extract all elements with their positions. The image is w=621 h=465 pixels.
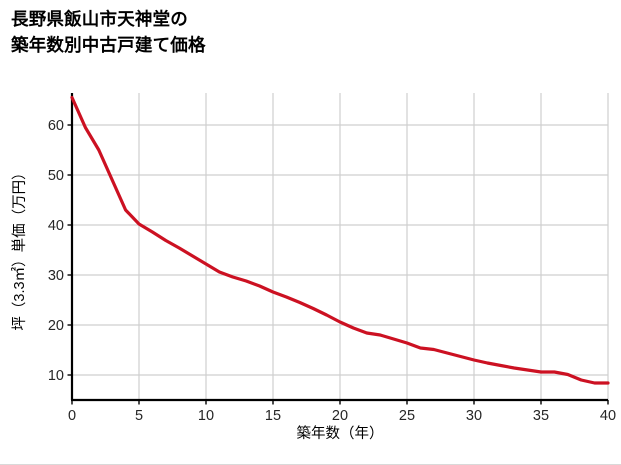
axis-spines — [70, 93, 608, 402]
x-axis-title: 築年数（年） — [297, 424, 384, 442]
chart-title-line1: 長野県飯山市天神堂の — [11, 9, 188, 29]
gridlines-group — [72, 93, 609, 400]
tick-labels-group: 0 5 10 15 20 25 30 35 40 10 20 30 40 50 60 — [48, 118, 616, 424]
y-tick-label: 60 — [48, 118, 64, 134]
x-tick-label: 15 — [265, 408, 281, 424]
data-series-group — [70, 95, 610, 385]
y-tick-label: 40 — [48, 218, 64, 234]
data-line-series — [70, 95, 610, 385]
x-tick-label: 0 — [68, 408, 76, 424]
x-tick-label: 20 — [332, 408, 348, 424]
x-tick-label: 5 — [135, 408, 143, 424]
y-tick-label: 20 — [48, 318, 64, 334]
x-tick-label: 10 — [198, 408, 214, 424]
x-tick-label: 35 — [533, 408, 549, 424]
y-tick-label: 10 — [48, 368, 64, 384]
chart-title-line2: 築年数別中古戸建て価格 — [11, 35, 206, 55]
tick-marks-group — [67, 124, 609, 405]
y-tick-label: 30 — [48, 268, 64, 284]
x-tick-label: 30 — [466, 408, 482, 424]
y-tick-label: 50 — [48, 168, 64, 184]
x-tick-label: 40 — [600, 408, 616, 424]
x-tick-label: 25 — [399, 408, 415, 424]
y-axis-title: 坪（3.3㎡）単価（万円） — [11, 165, 28, 330]
chart-title: 長野県飯山市天神堂の 築年数別中古戸建て価格 — [11, 6, 206, 58]
